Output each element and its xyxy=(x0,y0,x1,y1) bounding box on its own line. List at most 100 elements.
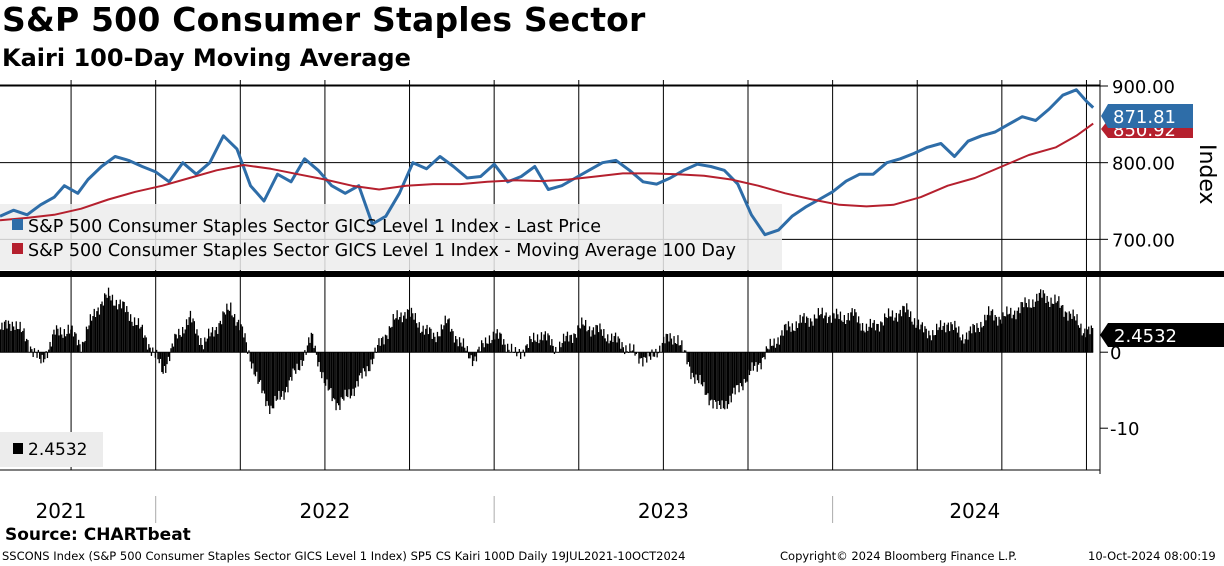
kairi-bar xyxy=(367,352,370,372)
kairi-bar xyxy=(839,311,842,353)
kairi-bar xyxy=(643,352,645,358)
kairi-bar xyxy=(570,334,572,353)
kairi-bar xyxy=(833,313,835,353)
kairi-bar xyxy=(860,330,862,353)
kairi-bar xyxy=(1075,320,1077,353)
kairi-bar xyxy=(96,311,98,353)
kairi-bar xyxy=(976,323,978,353)
kairi-bar xyxy=(330,352,332,389)
kairi-bar xyxy=(876,323,878,353)
kairi-bar xyxy=(773,338,775,353)
kairi-bar xyxy=(371,352,374,365)
kairi-bar xyxy=(1079,327,1081,353)
kairi-bar xyxy=(1085,337,1087,353)
kairi-bar xyxy=(1016,310,1018,353)
kairi-bar xyxy=(191,322,193,353)
kairi-tick-label: 0 xyxy=(1110,343,1121,364)
kairi-bar xyxy=(698,352,700,384)
kairi-bar xyxy=(65,336,67,353)
kairi-bar xyxy=(374,347,376,353)
kairi-bar xyxy=(598,332,600,353)
kairi-bar xyxy=(863,330,865,353)
kairi-bar xyxy=(306,345,309,353)
kairi-bar xyxy=(538,343,540,353)
kairi-bar xyxy=(338,352,340,406)
kairi-bar xyxy=(871,327,873,353)
kairi-bar xyxy=(206,338,208,353)
kairi-bar xyxy=(1064,311,1066,353)
kairi-bar xyxy=(335,352,337,411)
kairi-bar xyxy=(908,317,910,353)
kairi-bar xyxy=(482,343,484,353)
price-tick-label: 800.00 xyxy=(1112,154,1175,175)
kairi-bar xyxy=(470,352,472,356)
kairi-bar xyxy=(692,352,695,378)
kairi-bar xyxy=(898,313,900,353)
kairi-bar xyxy=(665,333,667,353)
kairi-bar xyxy=(968,330,970,353)
kairi-bar xyxy=(560,347,562,353)
kairi-bar xyxy=(436,331,439,353)
kairi-bar xyxy=(739,352,741,384)
kairi-bar xyxy=(717,352,719,401)
kairi-bar xyxy=(934,334,936,353)
kairi-bar xyxy=(687,352,689,362)
kairi-bar xyxy=(642,352,644,367)
kairi-bar xyxy=(373,352,375,359)
kairi-bar xyxy=(955,327,957,353)
kairi-bar xyxy=(384,334,387,353)
price-last-label: 871.81 xyxy=(1113,107,1176,128)
kairi-bar xyxy=(312,333,314,353)
kairi-bar xyxy=(405,318,407,353)
kairi-bar xyxy=(458,337,461,353)
kairi-bar xyxy=(971,333,973,353)
kairi-bar xyxy=(655,348,657,353)
kairi-bar xyxy=(172,346,175,353)
kairi-bar xyxy=(1062,304,1064,353)
kairi-bar xyxy=(449,331,452,353)
kairi-bar xyxy=(379,345,381,353)
kairi-bar xyxy=(299,352,301,371)
kairi-bar xyxy=(387,338,389,353)
kairi-bar xyxy=(962,334,964,353)
kairi-bar xyxy=(936,323,938,353)
kairi-bar xyxy=(867,330,869,353)
kairi-bar xyxy=(417,327,419,353)
kairi-bar xyxy=(1007,314,1009,353)
kairi-bar xyxy=(1030,307,1033,353)
kairi-bar xyxy=(601,335,604,353)
kairi-bar xyxy=(75,333,77,353)
kairi-bar xyxy=(183,333,185,353)
kairi-bar xyxy=(483,347,485,353)
kairi-bar xyxy=(327,352,329,391)
kairi-bar xyxy=(1033,306,1035,353)
kairi-bar xyxy=(872,322,874,353)
kairi-bar xyxy=(752,352,754,371)
kairi-bar xyxy=(1060,305,1063,353)
kairi-bar xyxy=(981,327,983,353)
kairi-bar xyxy=(652,352,654,357)
kairi-bar xyxy=(1072,309,1074,353)
kairi-bars xyxy=(0,287,1094,415)
kairi-bar xyxy=(455,336,457,353)
kairi-bar xyxy=(88,325,90,353)
kairi-bar xyxy=(492,331,494,353)
kairi-bar xyxy=(781,330,783,353)
kairi-bar xyxy=(13,326,15,353)
kairi-bar xyxy=(20,332,23,353)
kairi-bar xyxy=(149,347,151,353)
kairi-bar xyxy=(408,309,410,353)
kairi-bar xyxy=(835,308,838,353)
kairi-bar xyxy=(1088,326,1090,353)
kairi-bar xyxy=(393,319,396,353)
kairi-bar xyxy=(236,322,238,353)
kairi-bar xyxy=(217,333,219,353)
kairi-bar xyxy=(345,352,348,397)
kairi-bar xyxy=(708,352,710,406)
kairi-bar xyxy=(634,352,636,356)
kairi-bar xyxy=(22,330,24,353)
kairi-bar xyxy=(926,338,929,353)
kairi-bar xyxy=(239,330,241,353)
kairi-bar xyxy=(97,307,99,353)
kairi-bar xyxy=(247,352,249,354)
